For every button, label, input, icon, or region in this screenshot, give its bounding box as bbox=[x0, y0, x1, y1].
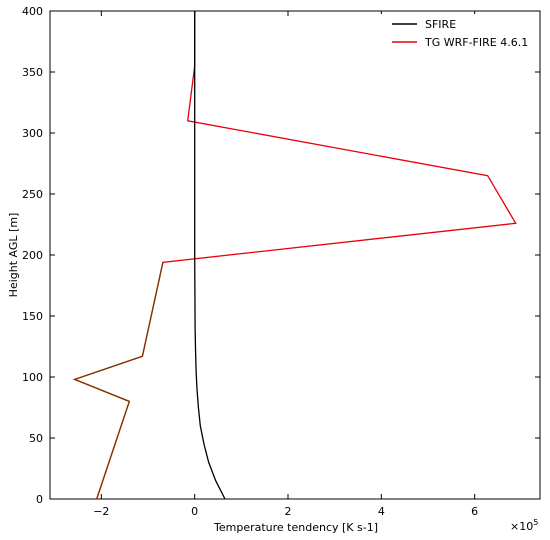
plot-area bbox=[49, 10, 541, 500]
y-tick-label: 350 bbox=[22, 66, 43, 79]
y-tick-label: 150 bbox=[22, 310, 43, 323]
y-tick-label: 400 bbox=[22, 5, 43, 18]
legend-box bbox=[380, 14, 535, 54]
y-tick-label: 250 bbox=[22, 188, 43, 201]
x-tick-label: 6 bbox=[471, 505, 478, 518]
legend-label-tg-wrf-fire: TG WRF-FIRE 4.6.1 bbox=[424, 36, 528, 49]
series-line-tg-wrf-fire-4-6-1 bbox=[72, 11, 517, 500]
y-axis-ticks: 0 50 100 150 200 250 300 350 400 bbox=[22, 5, 540, 506]
y-axis-title: Height AGL [m] bbox=[7, 213, 20, 298]
y-tick-label: 50 bbox=[29, 432, 43, 445]
y-tick-label: 300 bbox=[22, 127, 43, 140]
series-overlap-line bbox=[72, 262, 164, 500]
legend: SFIRE TG WRF-FIRE 4.6.1 bbox=[380, 14, 535, 54]
x-tick-label: 4 bbox=[378, 505, 385, 518]
x-axis-title: Temperature tendency [K s-1] bbox=[213, 521, 378, 534]
y-tick-label: 0 bbox=[36, 493, 43, 506]
x-tick-label: 0 bbox=[191, 505, 198, 518]
series-layer bbox=[72, 11, 517, 500]
y-tick-label: 200 bbox=[22, 249, 43, 262]
x-tick-label: −2 bbox=[93, 505, 109, 518]
plot-frame bbox=[49, 10, 541, 500]
x-axis-scale-factor: ×105 bbox=[510, 518, 538, 533]
y-tick-label: 100 bbox=[22, 371, 43, 384]
legend-label-sfire: SFIRE bbox=[425, 18, 456, 31]
x-tick-label: 2 bbox=[285, 505, 292, 518]
series-line-sfire bbox=[194, 11, 226, 500]
x-axis-ticks: −2 0 2 4 6 bbox=[93, 11, 478, 518]
